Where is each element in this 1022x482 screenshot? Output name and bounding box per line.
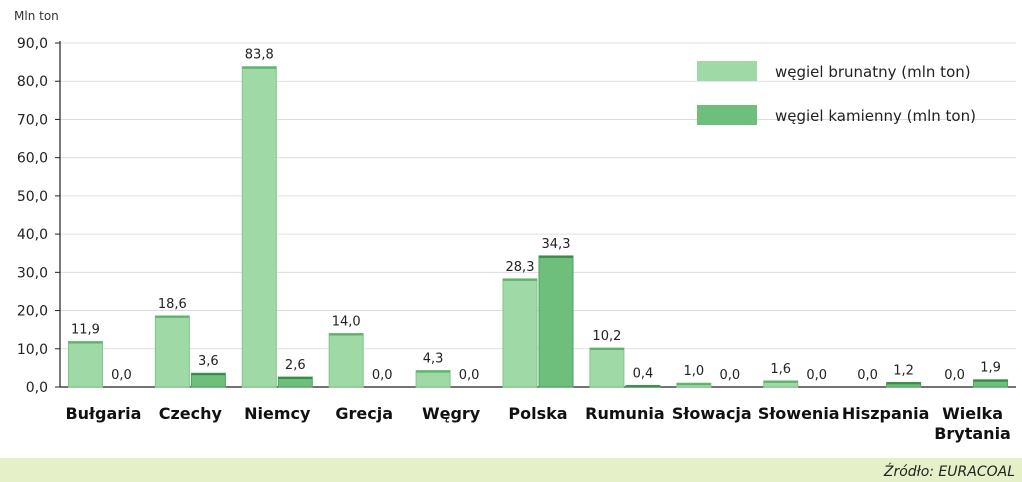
category-label: Brytania (934, 424, 1011, 443)
y-axis-unit: Mln ton (14, 9, 59, 23)
bar-brunatny (154, 315, 190, 388)
category-label: Rumunia (585, 404, 664, 423)
data-label: 83,8 (245, 48, 274, 63)
data-label: 11,9 (71, 323, 100, 338)
y-tick-label: 50,0 (17, 189, 48, 205)
data-label: 0,0 (806, 368, 827, 383)
data-label: 1,2 (893, 363, 914, 378)
data-label: 28,3 (506, 260, 535, 275)
legend-swatch (697, 105, 757, 125)
data-label: 3,6 (198, 354, 219, 369)
category-label: Czechy (159, 404, 223, 423)
data-label: 18,6 (158, 297, 187, 312)
y-tick-label: 90,0 (17, 36, 48, 52)
category-label: Grecja (335, 404, 393, 423)
data-label: 0,0 (372, 368, 393, 383)
data-label: 0,0 (719, 368, 740, 383)
data-label: 1,0 (683, 364, 704, 379)
footer-band (0, 458, 1022, 482)
y-tick-label: 40,0 (17, 227, 48, 243)
bar-brunatny (328, 332, 364, 388)
category-label: Słowenia (758, 404, 840, 423)
data-label: 14,0 (332, 314, 361, 329)
bar-brunatny (502, 278, 538, 388)
data-label: 0,4 (633, 366, 654, 381)
data-label: 10,2 (592, 329, 621, 344)
y-tick-label: 70,0 (17, 112, 48, 128)
bar-kamienny (538, 255, 574, 388)
data-label: 0,0 (111, 368, 132, 383)
category-label: Wielka (942, 404, 1003, 423)
bar-brunatny (241, 66, 277, 388)
data-label: 0,0 (944, 368, 965, 383)
y-tick-label: 0,0 (26, 380, 48, 396)
y-tick-label: 20,0 (17, 304, 48, 320)
bar-brunatny (589, 347, 625, 388)
legend-label: węgiel brunatny (mln ton) (775, 63, 971, 81)
bar-brunatny (415, 370, 451, 388)
legend-swatch (697, 61, 757, 81)
data-label: 0,0 (857, 368, 878, 383)
legend-label: węgiel kamienny (mln ton) (775, 107, 976, 125)
data-label: 1,6 (770, 362, 791, 377)
bar-kamienny (190, 372, 226, 388)
bar-brunatny (67, 341, 103, 388)
data-label: 1,9 (980, 361, 1001, 376)
y-tick-label: 30,0 (17, 265, 48, 281)
data-label: 2,6 (285, 358, 306, 373)
category-label: Węgry (422, 404, 481, 423)
y-tick-label: 10,0 (17, 342, 48, 358)
data-label: 34,3 (542, 237, 571, 252)
y-tick-label: 60,0 (17, 151, 48, 167)
data-label: 4,3 (423, 352, 444, 367)
category-label: Bułgaria (65, 404, 141, 423)
source-note: Źródło: EURACOAL (883, 462, 1015, 480)
data-label: 0,0 (459, 368, 480, 383)
y-tick-label: 80,0 (17, 74, 48, 90)
category-label: Polska (508, 404, 567, 423)
category-label: Niemcy (244, 404, 311, 423)
category-label: Słowacja (672, 404, 752, 423)
category-label: Hiszpania (842, 404, 930, 423)
